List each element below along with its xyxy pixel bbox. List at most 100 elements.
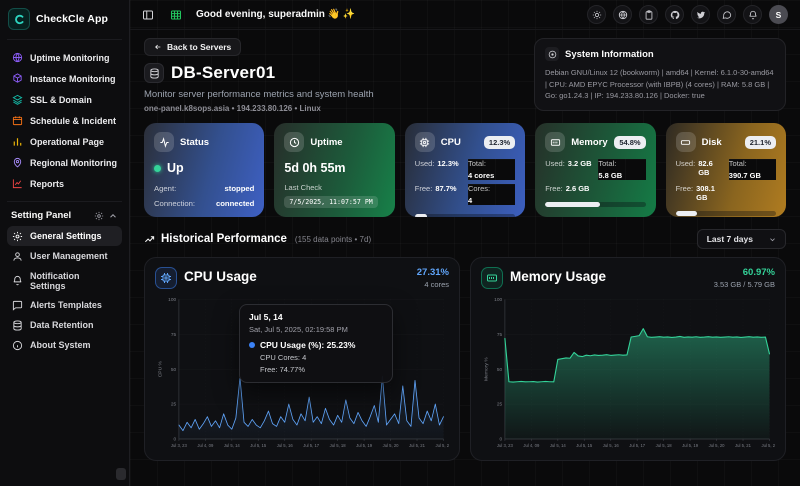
info-icon	[12, 340, 23, 350]
chart-tooltip: Jul 5, 14 Sat, Jul 5, 2025, 02:19:58 PM …	[239, 304, 393, 383]
status-value: Up	[167, 161, 184, 175]
status-card: Status Up Agent: stopped Connection: conne…	[144, 123, 265, 217]
disk-card: Disk 21.1% Used: 82.6 GB Total: 390.7 GB F…	[665, 123, 786, 217]
svg-text:50: 50	[171, 367, 177, 373]
settings-nav: General Settings User Management Notific…	[7, 226, 122, 355]
server-header: Back to Servers DB-Server01 Monitor serv…	[144, 38, 374, 113]
svg-text:50: 50	[497, 367, 503, 373]
gear-icon	[12, 231, 23, 241]
trending-up-icon	[145, 235, 155, 242]
memory-usage-label: 3.53 GB / 5.79 GB	[713, 280, 775, 289]
svg-text:0: 0	[499, 437, 502, 443]
series-dot-icon	[249, 342, 255, 348]
settings-item-notification-settings[interactable]: Notification Settings	[7, 266, 122, 295]
user-icon	[13, 251, 22, 261]
settings-item-alerts-templates[interactable]: Alerts Templates	[7, 295, 122, 315]
svg-text:25: 25	[171, 402, 177, 408]
svg-text:Jul 5, 19: Jul 5, 19	[682, 443, 699, 448]
app-logo-icon	[8, 8, 30, 30]
system-information-body: Debian GNU/Linux 12 (bookworm) | amd64 |…	[545, 68, 774, 101]
svg-text:Jul 5, 16: Jul 5, 16	[603, 443, 620, 448]
user-avatar[interactable]: S	[769, 5, 788, 24]
bar-chart-icon	[12, 136, 23, 147]
sidebar-item-reports[interactable]: Reports	[7, 173, 122, 194]
activity-icon	[154, 132, 174, 152]
sidebar-item-instance-monitoring[interactable]: Instance Monitoring	[7, 68, 122, 89]
cpu-percent-badge: 12.3%	[483, 135, 516, 149]
time-range-select[interactable]: Last 7 days	[696, 229, 786, 249]
sidebar-item-regional-monitoring[interactable]: Regional Monitoring	[7, 152, 122, 173]
sidebar-item-label: Reports	[30, 178, 65, 189]
settings-item-label: Data Retention	[30, 320, 94, 330]
system-information-title: System Information	[565, 48, 654, 60]
svg-text:Jul 5, 18: Jul 5, 18	[330, 443, 347, 448]
chart-title: Memory Usage	[510, 269, 607, 284]
settings-item-data-retention[interactable]: Data Retention	[7, 315, 122, 335]
svg-text:Jul 5, 17: Jul 5, 17	[303, 443, 320, 448]
svg-text:Jul 5, 17: Jul 5, 17	[629, 443, 646, 448]
svg-text:Jul 5, 15: Jul 5, 15	[576, 443, 593, 448]
svg-text:Jul 5, 15: Jul 5, 15	[250, 443, 267, 448]
memory-card: Memory 54.8% Used: 3.2 GB Total: 5.8 GB Fr…	[535, 123, 656, 217]
svg-text:Jul 4, 09: Jul 4, 09	[197, 443, 214, 448]
svg-text:Jul 5, 14: Jul 5, 14	[550, 443, 567, 448]
sidebar-toggle-icon[interactable]	[140, 7, 156, 23]
github-button[interactable]	[665, 5, 684, 24]
svg-text:Jul 5, 21: Jul 5, 21	[735, 443, 752, 448]
bell-icon	[748, 10, 757, 19]
sidebar-item-label: Instance Monitoring	[30, 73, 116, 84]
sidebar-item-label: SSL & Domain	[30, 94, 92, 105]
docs-button[interactable]	[639, 5, 658, 24]
globe-icon	[12, 52, 23, 63]
clock-icon	[284, 132, 305, 152]
svg-text:Jul 5, 21: Jul 5, 21	[409, 443, 426, 448]
table-grid-icon[interactable]	[168, 7, 184, 23]
twitter-button[interactable]	[691, 5, 710, 24]
memory-usage-chart[interactable]: 0 25 50 75 100 Jul 3, 23 Jul 4, 09 Jul 5, 14 Jul…	[481, 292, 775, 456]
svg-text:Jul 5, 18: Jul 5, 18	[656, 443, 673, 448]
layers-icon	[12, 94, 23, 105]
sidebar-item-label: Regional Monitoring	[30, 157, 117, 168]
settings-item-user-management[interactable]: User Management	[7, 246, 122, 266]
svg-text:Jul 3, 23: Jul 3, 23	[497, 443, 514, 448]
chat-button[interactable]	[717, 5, 736, 24]
server-meta: one-panel.k8sops.asia • 194.233.80.126 •…	[144, 104, 321, 113]
sidebar-item-operational-page[interactable]: Operational Page	[7, 131, 122, 152]
report-chart-icon	[12, 178, 23, 189]
sidebar-collapse-handle[interactable]	[116, 468, 126, 480]
svg-text:Jul 3, 23: Jul 3, 23	[171, 443, 188, 448]
svg-text:100: 100	[494, 297, 502, 303]
language-button[interactable]	[613, 5, 632, 24]
sidebar-nav: Uptime Monitoring Instance Monitoring SS…	[7, 47, 122, 194]
sidebar-item-label: Schedule & Incident	[30, 115, 117, 126]
sidebar-item-uptime-monitoring[interactable]: Uptime Monitoring	[7, 47, 122, 68]
sidebar-item-ssl-domain[interactable]: SSL & Domain	[7, 89, 122, 110]
calendar-icon	[12, 115, 23, 126]
svg-text:100: 100	[168, 297, 176, 303]
memory-icon	[481, 267, 503, 289]
database-icon	[13, 319, 22, 331]
theme-toggle-button[interactable]	[587, 5, 606, 24]
page-title: DB-Server01	[171, 63, 276, 82]
settings-item-general-settings[interactable]: General Settings	[7, 226, 122, 246]
sidebar-item-label: Operational Page	[30, 136, 105, 147]
cpu-usage-chart[interactable]: 0 25 50 75 100 Jul 3, 23 Jul 4, 09 Jul 5, 14 Jul…	[155, 292, 449, 456]
svg-text:Jul 4, 09: Jul 4, 09	[523, 443, 540, 448]
app-title: CheckCle App	[36, 13, 108, 25]
data-points-meta: (155 data points • 7d)	[294, 234, 372, 244]
setting-panel-header[interactable]: Setting Panel	[7, 204, 122, 226]
notifications-button[interactable]	[743, 5, 762, 24]
historical-performance-header: Historical Performance (155 data points …	[144, 233, 371, 245]
sidebar-item-schedule-incident[interactable]: Schedule & Incident	[7, 110, 122, 131]
settings-item-label: General Settings	[30, 231, 102, 241]
app-brand[interactable]: CheckCle App	[7, 7, 122, 40]
cpu-progress-bar	[414, 214, 516, 217]
back-to-servers-button[interactable]: Back to Servers	[144, 38, 242, 56]
svg-text:Jul 5, 23: Jul 5, 23	[762, 443, 775, 448]
chart-title: CPU Usage	[184, 269, 257, 284]
svg-text:Jul 5, 23: Jul 5, 23	[436, 443, 449, 448]
settings-item-about-system[interactable]: About System	[7, 335, 122, 355]
message-circle-icon	[722, 10, 731, 19]
cpu-current-percent: 27.31%	[416, 267, 449, 278]
svg-text:Jul 5, 20: Jul 5, 20	[709, 443, 726, 448]
